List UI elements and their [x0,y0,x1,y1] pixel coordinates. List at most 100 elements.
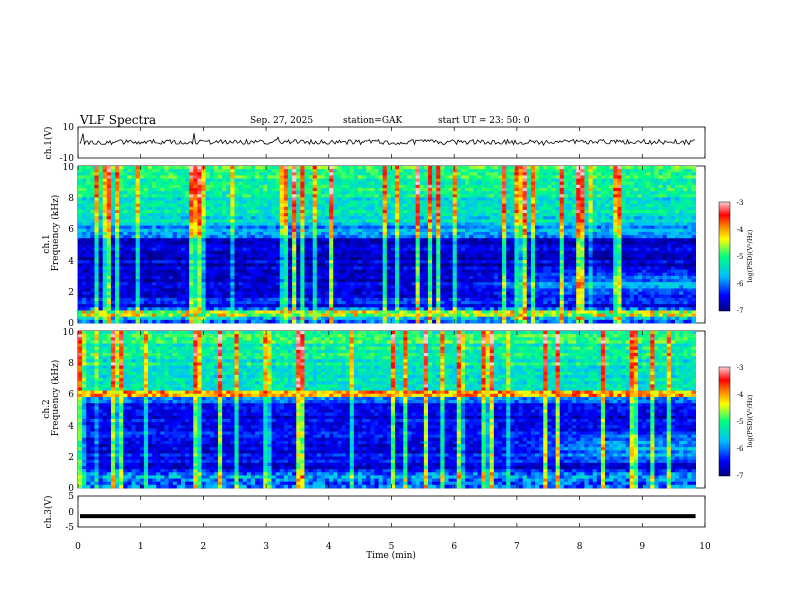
spectrogram-cell [119,260,124,264]
spectrogram-cell [185,222,190,227]
spectrogram-cell [502,238,507,242]
spectrogram-cell [415,206,421,211]
spectrogram-cell [234,244,239,249]
spectrogram-cell [193,216,198,220]
spectrogram-cell [172,228,178,233]
spectrogram-cell [267,247,272,252]
spectrogram-cell [473,181,478,186]
spectrogram-cell [567,175,573,179]
spectrogram-cell [370,172,375,176]
spectrogram-cell [650,213,655,217]
spectrogram-cell [444,209,449,214]
spectrogram-cell [246,206,252,211]
spectrogram-cell [530,216,536,220]
spectrogram-cell [551,253,557,258]
spectrogram-cell [539,175,544,179]
spectrogram-cell [469,260,474,264]
spectrogram-cell [201,247,207,252]
spectrogram-cell [481,175,487,179]
spectrogram-cell [320,260,326,264]
spectrogram-cell [654,263,659,267]
spectrogram-cell [201,219,207,223]
spectrogram-cell [172,238,178,242]
spectrogram-cell [415,200,421,205]
spectrogram-cell [477,181,482,186]
spectrogram-cell [189,231,194,236]
spectrogram-cell [465,184,470,189]
spectrogram-cell [300,235,305,239]
spectrogram-cell [526,187,532,192]
spectrogram-cell [485,244,491,249]
spectrogram-cell [666,266,672,271]
spectrogram-cell [481,231,487,236]
spectrogram-cell [143,231,149,236]
spectrogram-cell [226,219,231,223]
spectrogram-cell [86,238,91,242]
spectrogram-cell [411,169,417,173]
spectrogram-cell [308,228,314,233]
spectrogram-cell [543,197,548,201]
spectrogram-cell [588,263,594,267]
spectrogram-cell [94,213,99,217]
spectrogram-cell [255,213,260,217]
spectrogram-cell [139,241,145,245]
spectrogram-cell [197,241,202,245]
spectrogram-cell [353,191,359,195]
spectrogram-cell [543,263,548,267]
spectrogram-cell [180,191,186,195]
spectrogram-cell [82,244,87,249]
spectrogram-cell [325,225,330,230]
spectrogram-cell [283,184,289,189]
spectrogram-cell [403,187,408,192]
spectrogram-cell [625,203,631,208]
spectrogram-cell [357,231,363,236]
spectrogram-cell [230,244,235,249]
spectrogram-cell [646,206,651,211]
spectrogram-cell [510,222,515,227]
spectrogram-cell [98,238,104,242]
spectrogram-cell [567,181,573,186]
spectrogram-cell [452,191,458,195]
spectrogram-cell [349,184,355,189]
spectrogram-cell [559,263,565,267]
spectrogram-cell [296,238,301,242]
spectrogram-cell [411,250,417,255]
spectrogram-cell [119,169,124,173]
spectrogram-cell [617,209,622,214]
spectrogram-cell [329,238,334,242]
spectrogram-cell [436,228,441,233]
spectrogram-cell [403,250,408,255]
spectrogram-cell [349,216,355,220]
spectrogram-cell [259,244,264,249]
spectrogram-cell [427,169,433,173]
spectrogram-cell [403,244,408,249]
spectrogram-cell [135,213,141,217]
spectrogram-cell [543,219,548,223]
spectrogram-cell [337,197,342,201]
spectrogram-cell [563,244,569,249]
spectrogram-cell [201,191,207,195]
spectrogram-cell [547,238,552,242]
spectrogram-cell [193,169,198,173]
spectrogram-cell [440,228,445,233]
spectrogram-cell [263,241,268,245]
spectrogram-cell [530,250,536,255]
spectrogram-cell [584,244,589,249]
spectrogram-cell [382,235,388,239]
spectrogram-cell [110,194,116,198]
spectrogram-cell [662,225,668,230]
spectrogram-cell [650,260,655,264]
spectrogram-cell [403,178,408,183]
spectrogram-cell [119,235,124,239]
spectrogram-cell [213,231,219,236]
spectrogram-cell [304,175,309,179]
spectrogram-cell [654,266,659,271]
spectrogram-cell [658,250,664,255]
spectrogram-cell [123,238,128,242]
spectrogram-cell [329,250,334,255]
spectrogram-cell [477,178,482,183]
spectrogram-cell [345,257,351,261]
spectrogram-cell [584,228,589,233]
spectrogram-cell [481,241,487,245]
spectrogram-cell [465,169,470,173]
